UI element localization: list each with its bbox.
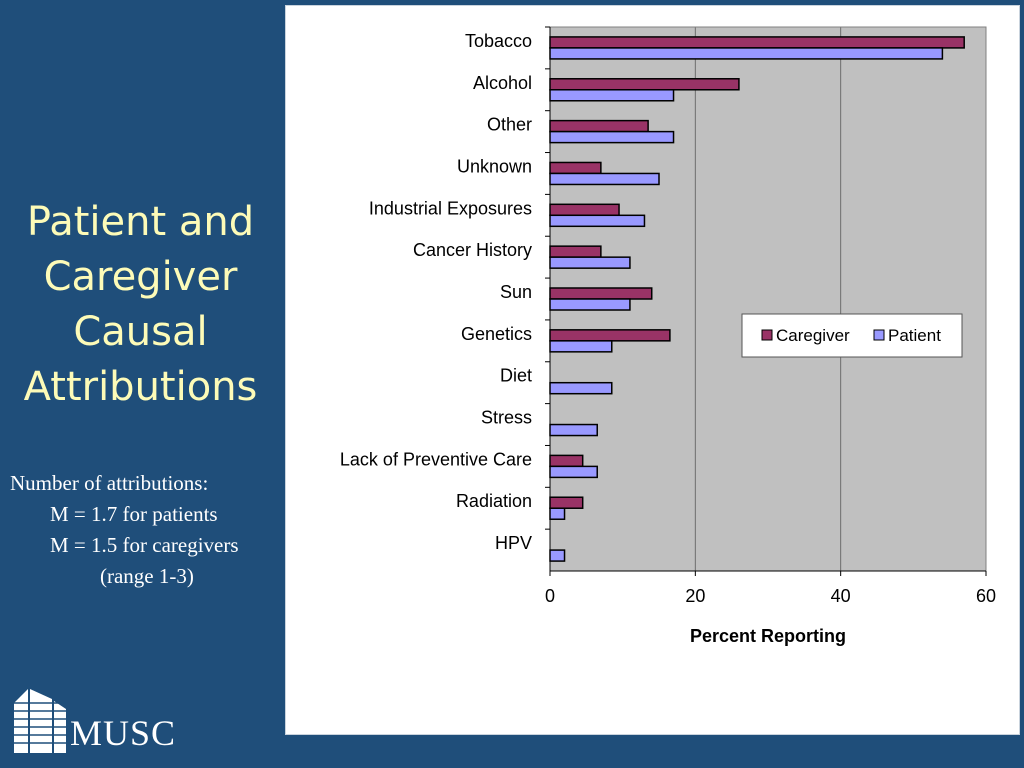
bar-patient (549, 381, 613, 395)
bar-patient (549, 298, 631, 311)
bar-caregiver (549, 203, 620, 217)
x-tick-label: 0 (545, 586, 555, 606)
category-label: Industrial Exposures (369, 198, 532, 218)
category-label: Alcohol (473, 73, 532, 93)
category-label: Radiation (456, 491, 532, 511)
slide-title-line-1: Patient and (26, 199, 255, 245)
bar-caregiver (549, 287, 653, 300)
slide-title-line-2: Caregiver (43, 254, 238, 300)
category-label: HPV (495, 533, 532, 553)
bar-caregiver (549, 496, 584, 509)
category-label: Genetics (461, 324, 532, 344)
category-label: Tobacco (465, 31, 532, 51)
bar-patient (549, 256, 631, 269)
category-label: Unknown (457, 156, 532, 176)
bar-patient (549, 423, 598, 437)
category-label: Diet (500, 366, 532, 386)
bar-patient (549, 130, 675, 144)
legend-swatch-patient (873, 329, 885, 341)
bar-patient (549, 549, 566, 562)
building-icon (14, 689, 66, 753)
bar-patient (549, 507, 566, 520)
category-label: Cancer History (413, 240, 532, 260)
x-tick-label: 20 (685, 586, 705, 606)
bar-patient (549, 214, 646, 228)
attribution-notes: Number of attributions: M = 1.7 for pati… (10, 468, 239, 592)
notes-range: (range 1-3) (100, 564, 194, 588)
slide-title: Patient and Caregiver Causal Attribution… (8, 195, 273, 415)
category-label: Sun (500, 282, 532, 302)
bar-chart: Tobacco Alcohol Other Unknown Industrial Exp… (340, 26, 996, 646)
notes-heading: Number of attributions: (10, 471, 209, 495)
x-tick-label: 40 (831, 586, 851, 606)
legend-label-patient: Patient (888, 326, 941, 345)
bar-caregiver (549, 161, 602, 175)
category-label: Lack of Preventive Care (340, 449, 532, 469)
legend (741, 313, 963, 358)
slide-title-line-3: Causal (73, 309, 208, 355)
bar-patient (549, 89, 675, 102)
x-axis-title: Percent Reporting (690, 626, 846, 646)
bar-caregiver (549, 119, 649, 133)
bar-caregiver (549, 36, 965, 49)
bar-patient (549, 172, 660, 186)
bar-caregiver (549, 78, 740, 91)
slide-title-line-4: Attributions (23, 364, 258, 410)
bar-patient (549, 465, 598, 479)
notes-caregivers: M = 1.5 for caregivers (50, 533, 239, 557)
category-label: Other (487, 115, 532, 135)
legend-label-caregiver: Caregiver (776, 326, 850, 345)
musc-logo-text: MUSC (70, 713, 177, 753)
bar-patient (549, 47, 944, 60)
legend-swatch-caregiver (761, 329, 773, 341)
notes-patients: M = 1.7 for patients (50, 502, 218, 526)
category-label: Stress (481, 408, 532, 428)
chart-panel: Tobacco Alcohol Other Unknown Industrial Exp… (285, 5, 1020, 735)
bar-caregiver (549, 329, 671, 342)
bar-caregiver (549, 245, 602, 258)
bar-patient (549, 340, 613, 353)
x-tick-label: 60 (976, 586, 996, 606)
bar-caregiver (549, 454, 584, 468)
